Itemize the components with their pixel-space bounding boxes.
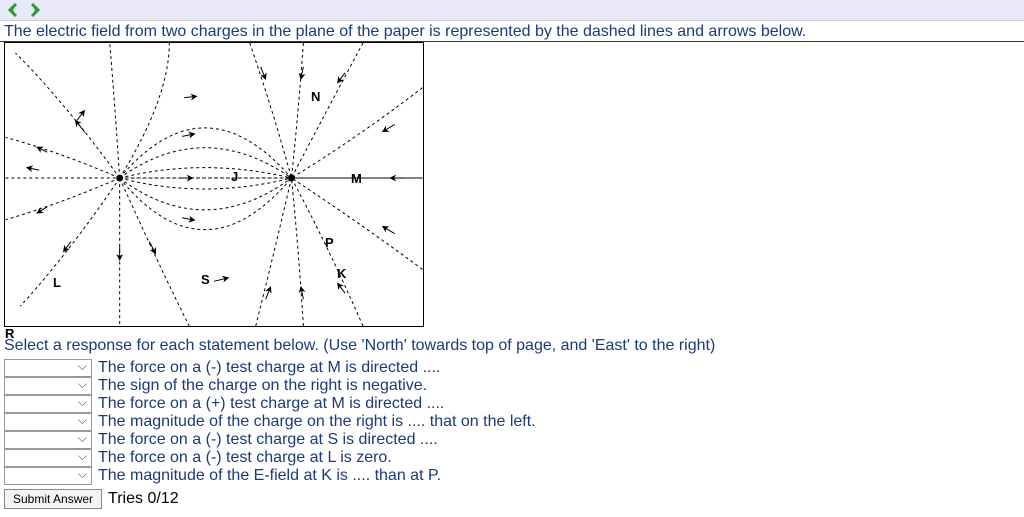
forward-arrow-icon[interactable] bbox=[26, 2, 42, 18]
statement-row: The force on a (-) test charge at M is d… bbox=[4, 359, 1020, 377]
statement-select[interactable] bbox=[4, 395, 92, 413]
submit-button[interactable]: Submit Answer bbox=[4, 489, 102, 509]
problem-intro: The electric field from two charges in t… bbox=[0, 21, 1024, 42]
back-arrow-icon[interactable] bbox=[6, 2, 22, 18]
statement-text: The force on a (-) test charge at L is z… bbox=[98, 449, 392, 467]
label-S: S bbox=[201, 272, 210, 287]
label-J: J bbox=[231, 169, 238, 184]
statement-text: The magnitude of the E-field at K is ...… bbox=[98, 467, 441, 485]
statement-text: The magnitude of the charge on the right… bbox=[98, 413, 536, 431]
nav-bar bbox=[0, 0, 1024, 21]
label-P: P bbox=[325, 235, 334, 250]
statement-text: The force on a (-) test charge at S is d… bbox=[98, 431, 438, 449]
label-M: M bbox=[351, 171, 362, 186]
statement-row: The magnitude of the E-field at K is ...… bbox=[4, 467, 1020, 485]
label-K: K bbox=[337, 266, 346, 281]
statement-row: The sign of the charge on the right is n… bbox=[4, 377, 1020, 395]
submit-row: Submit Answer Tries 0/12 bbox=[0, 485, 1024, 513]
statement-row: The force on a (+) test charge at M is d… bbox=[4, 395, 1020, 413]
label-R: R bbox=[5, 326, 14, 341]
label-N: N bbox=[311, 89, 320, 104]
statement-select[interactable] bbox=[4, 377, 92, 395]
statement-text: The force on a (+) test charge at M is d… bbox=[98, 395, 444, 413]
statements-list: The force on a (-) test charge at M is d… bbox=[0, 359, 1024, 485]
instructions: Select a response for each statement bel… bbox=[0, 329, 1024, 359]
statement-text: The force on a (-) test charge at M is d… bbox=[98, 359, 440, 377]
statement-select[interactable] bbox=[4, 359, 92, 377]
statement-select[interactable] bbox=[4, 413, 92, 431]
statement-select[interactable] bbox=[4, 449, 92, 467]
statement-select[interactable] bbox=[4, 431, 92, 449]
statement-row: The force on a (-) test charge at L is z… bbox=[4, 449, 1020, 467]
statement-row: The force on a (-) test charge at S is d… bbox=[4, 431, 1020, 449]
statement-select[interactable] bbox=[4, 467, 92, 485]
tries-counter: Tries 0/12 bbox=[108, 490, 179, 508]
field-diagram: R N M J K P S L bbox=[4, 42, 424, 327]
label-L: L bbox=[53, 275, 61, 290]
statement-text: The sign of the charge on the right is n… bbox=[98, 377, 427, 395]
statement-row: The magnitude of the charge on the right… bbox=[4, 413, 1020, 431]
